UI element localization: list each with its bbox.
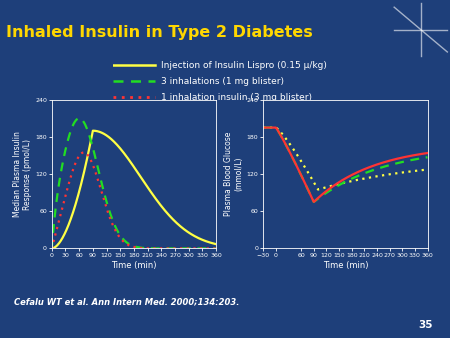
- Y-axis label: Plasma Blood Glucose
(mmol/L): Plasma Blood Glucose (mmol/L): [225, 132, 244, 216]
- X-axis label: Time (min): Time (min): [323, 261, 368, 270]
- Text: 35: 35: [418, 320, 433, 330]
- Y-axis label: Median Plasma Insulin
Response (pmol/L): Median Plasma Insulin Response (pmol/L): [13, 131, 32, 217]
- Text: 1 inhalation insulin (3 mg blister): 1 inhalation insulin (3 mg blister): [161, 93, 312, 101]
- Text: 3 inhalations (1 mg blister): 3 inhalations (1 mg blister): [161, 77, 284, 86]
- Text: Injection of Insulin Lispro (0.15 μ/kg): Injection of Insulin Lispro (0.15 μ/kg): [161, 61, 327, 70]
- Text: Cefalu WT et al. Ann Intern Med. 2000;134:203.: Cefalu WT et al. Ann Intern Med. 2000;13…: [14, 297, 239, 306]
- X-axis label: Time (min): Time (min): [111, 261, 157, 270]
- Text: Inhaled Insulin in Type 2 Diabetes: Inhaled Insulin in Type 2 Diabetes: [6, 25, 313, 40]
